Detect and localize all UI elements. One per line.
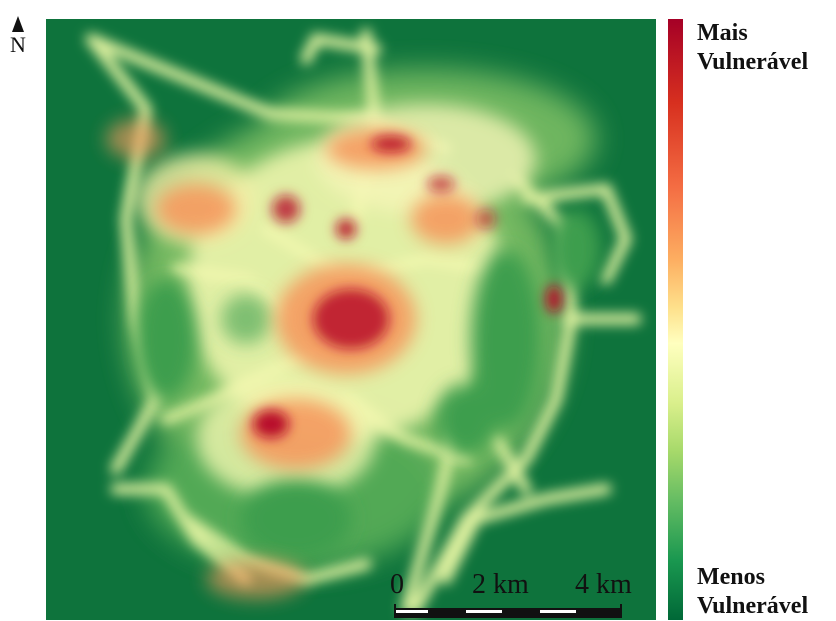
legend-bottom-line2: Vulnerável — [697, 593, 809, 619]
vulnerability-heatmap — [46, 19, 656, 620]
north-arrow-icon — [12, 16, 24, 32]
legend-top-line2: Vulnerável — [697, 49, 809, 75]
scale-bar: 0 2 km 4 km — [388, 570, 656, 620]
legend-color-ramp — [668, 19, 683, 620]
scale-label-0: 0 — [390, 569, 404, 600]
legend-top-line1: Mais — [697, 20, 748, 46]
legend-top-label: Mais Vulnerável — [697, 19, 808, 77]
north-arrow: N — [6, 16, 30, 56]
scale-label-2km: 2 km — [472, 569, 529, 600]
legend-bottom-label: Menos Vulnerável — [697, 563, 808, 621]
green-pockets — [136, 209, 601, 559]
legend-bottom-line1: Menos — [697, 564, 765, 590]
north-label: N — [10, 32, 26, 57]
scale-segments — [394, 604, 622, 618]
hotspots — [253, 136, 562, 438]
scale-label-4km: 4 km — [575, 569, 632, 600]
